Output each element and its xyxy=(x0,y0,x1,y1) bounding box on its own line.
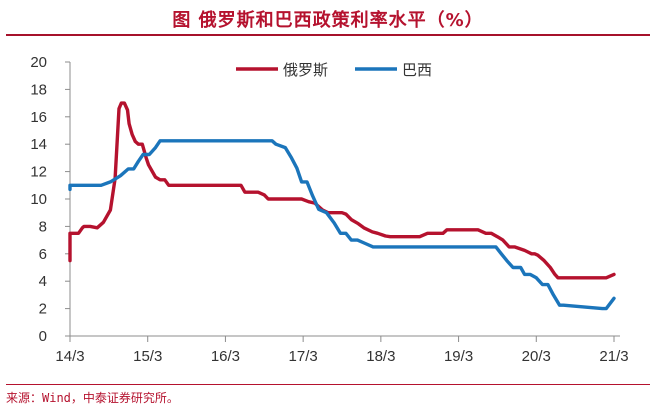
legend-label: 俄罗斯 xyxy=(283,61,328,79)
y-tick-label: 20 xyxy=(30,54,47,71)
y-tick-label: 0 xyxy=(39,328,47,345)
source-note: 来源：Wind，中泰证券研究所。 xyxy=(6,391,179,405)
x-tick-label: 16/3 xyxy=(211,348,240,365)
y-tick-label: 18 xyxy=(30,81,47,98)
y-tick-label: 16 xyxy=(30,109,47,126)
x-tick-label: 19/3 xyxy=(444,348,473,365)
y-tick-label: 14 xyxy=(30,136,47,153)
y-tick-label: 6 xyxy=(39,246,47,263)
legend-label: 巴西 xyxy=(402,61,432,79)
y-tick-label: 8 xyxy=(39,218,47,235)
x-tick-label: 15/3 xyxy=(133,348,162,365)
x-tick-label: 14/3 xyxy=(55,348,84,365)
chart-title: 图 俄罗斯和巴西政策利率水平（%） xyxy=(172,10,484,31)
series-layer xyxy=(68,101,616,311)
series-brazil-line xyxy=(68,139,616,311)
series-russia-line xyxy=(68,101,616,280)
y-tick-label: 4 xyxy=(39,273,47,290)
footer-divider xyxy=(6,384,650,385)
x-tick-label: 20/3 xyxy=(522,348,551,365)
x-tick-label: 18/3 xyxy=(366,348,395,365)
x-axis: 14/3 15/3 16/3 17/3 18/3 19/3 20/3 21/3 xyxy=(55,335,629,365)
y-tick-label: 10 xyxy=(30,191,47,208)
y-axis: 0 2 4 6 8 10 12 14 16 18 20 xyxy=(30,54,71,345)
legend: 俄罗斯 巴西 xyxy=(236,61,432,79)
x-tick-label: 17/3 xyxy=(289,348,318,365)
y-tick-label: 12 xyxy=(30,164,47,181)
x-tick-label: 21/3 xyxy=(599,348,628,365)
y-tick-label: 2 xyxy=(39,301,47,318)
title-bar: 图 俄罗斯和巴西政策利率水平（%） xyxy=(6,4,650,36)
